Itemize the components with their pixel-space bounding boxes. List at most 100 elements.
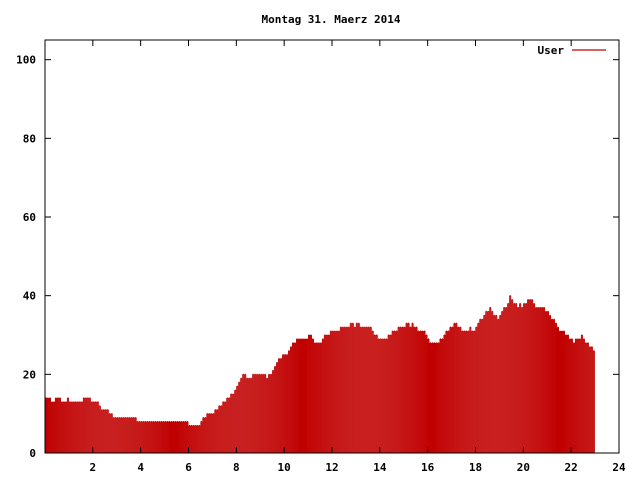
bar [549, 314, 552, 453]
bar [254, 373, 257, 453]
bar [427, 338, 430, 453]
bar [527, 299, 530, 453]
bar [128, 417, 131, 453]
bar [379, 338, 382, 453]
bar [570, 338, 573, 453]
bar [469, 326, 472, 453]
bar [54, 397, 57, 453]
bar [168, 421, 171, 453]
bar [164, 421, 167, 453]
bar [499, 314, 502, 453]
bar [407, 322, 410, 453]
bar [98, 405, 101, 453]
bar [315, 342, 318, 453]
bar [576, 338, 579, 453]
bar [531, 299, 534, 453]
bar [417, 330, 420, 453]
bar [52, 401, 55, 453]
y-tick-label: 80 [23, 132, 36, 145]
bar [272, 369, 275, 453]
bar [425, 334, 428, 453]
bar [270, 373, 273, 453]
bar [76, 401, 79, 453]
bar [248, 377, 251, 453]
x-tick-label: 10 [278, 461, 291, 474]
bar [290, 346, 293, 453]
bar [70, 401, 73, 453]
bar [266, 377, 269, 453]
bar [547, 310, 550, 453]
bar [264, 373, 267, 453]
bar [447, 330, 450, 453]
bar [62, 401, 65, 453]
bar [226, 397, 229, 453]
y-tick-label: 40 [23, 290, 36, 303]
bar [244, 373, 247, 453]
bar [236, 385, 239, 453]
bar [409, 326, 412, 453]
bar [96, 401, 99, 453]
bar [172, 421, 175, 453]
bar [533, 303, 536, 453]
bar [369, 326, 372, 453]
x-tick-label: 6 [185, 461, 192, 474]
bar [586, 342, 589, 453]
bar [186, 421, 189, 453]
bar [505, 306, 508, 453]
bar [184, 421, 187, 453]
bar [459, 326, 462, 453]
bar [355, 322, 358, 453]
bar [333, 330, 336, 453]
bar [465, 330, 468, 453]
bar [551, 318, 554, 453]
bar [517, 306, 520, 453]
bar [292, 342, 295, 453]
bar [347, 326, 350, 453]
bar [192, 424, 195, 453]
bar [80, 401, 83, 453]
bar [395, 330, 398, 453]
bar [66, 397, 69, 453]
bar [529, 299, 532, 453]
bar [467, 330, 470, 453]
bar [222, 401, 225, 453]
y-axis: 0 20 40 60 80 100 [16, 54, 619, 460]
x-tick-label: 24 [612, 461, 626, 474]
bar [501, 310, 504, 453]
bar [282, 354, 285, 453]
bar [401, 326, 404, 453]
bar [443, 334, 446, 453]
bar [411, 322, 414, 453]
bar [112, 417, 115, 453]
bar [124, 417, 127, 453]
bar [377, 338, 380, 453]
bar [521, 306, 524, 453]
bar [327, 334, 330, 453]
bar [503, 306, 506, 453]
bar [523, 303, 526, 453]
bar [477, 322, 480, 453]
bar [497, 318, 500, 453]
bar [216, 409, 219, 453]
bar [383, 338, 386, 453]
bar [276, 362, 279, 453]
bar [397, 326, 400, 453]
bar [557, 326, 560, 453]
bar [280, 358, 283, 453]
bar [357, 322, 360, 453]
chart-title: Montag 31. Maerz 2014 [261, 13, 400, 26]
bar [296, 338, 299, 453]
bar [74, 401, 77, 453]
bar [240, 377, 243, 453]
bar [302, 338, 304, 453]
bar [590, 346, 593, 453]
bar [321, 338, 324, 453]
bar [572, 342, 575, 453]
bar [252, 373, 255, 453]
bar [100, 409, 103, 453]
bar [353, 326, 356, 453]
bar [294, 342, 297, 453]
bar [136, 421, 139, 453]
x-tick-label: 16 [421, 461, 435, 474]
